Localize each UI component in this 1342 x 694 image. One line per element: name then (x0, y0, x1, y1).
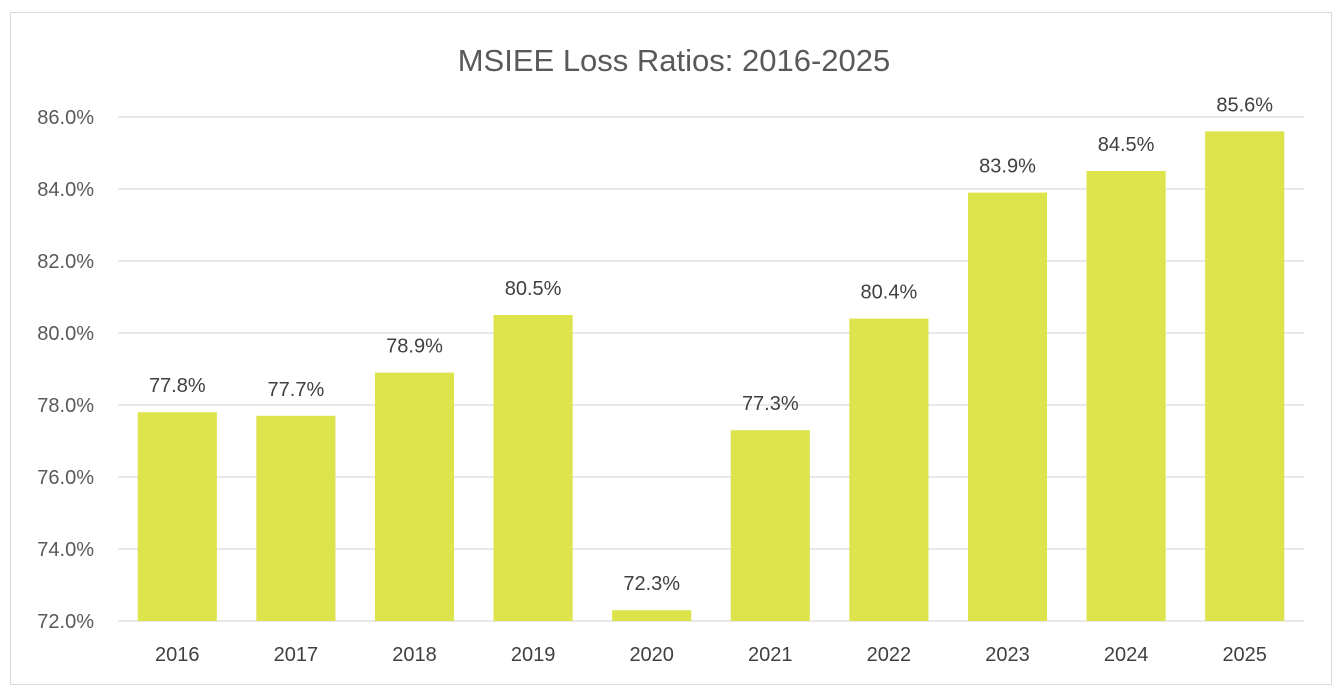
data-label-2016: 77.8% (149, 375, 206, 397)
x-tick-label-2020: 2020 (629, 644, 674, 666)
y-tick-label: 72.0% (37, 611, 94, 633)
bar-2020 (612, 610, 692, 621)
x-tick-label-2016: 2016 (155, 644, 200, 666)
y-axis: 72.0% 74.0% 76.0% 78.0% 80.0% 82.0% 84.0% 86.0% (37, 107, 94, 633)
data-label-2017: 77.7% (268, 379, 325, 401)
x-tick-label-2023: 2023 (985, 644, 1030, 666)
data-label-2024: 84.5% (1098, 134, 1155, 156)
bar-2024 (1086, 171, 1166, 621)
data-label-2019: 80.5% (505, 278, 562, 300)
data-label-2018: 78.9% (386, 336, 443, 358)
bar-2016 (137, 412, 217, 621)
y-tick-label: 80.0% (37, 323, 94, 345)
bar-2017 (256, 415, 336, 621)
x-tick-label-2019: 2019 (511, 644, 556, 666)
data-label-2025: 85.6% (1216, 94, 1273, 116)
x-axis: 2016 2017 2018 2019 2020 2021 2022 2023 2024 2025 (155, 644, 1267, 666)
data-label-2023: 83.9% (979, 156, 1036, 178)
data-label-2021: 77.3% (742, 393, 799, 415)
x-tick-label-2025: 2025 (1222, 644, 1267, 666)
y-tick-label: 76.0% (37, 467, 94, 489)
x-tick-label-2021: 2021 (748, 644, 793, 666)
data-label-2022: 80.4% (861, 282, 918, 304)
y-tick-label: 78.0% (37, 395, 94, 417)
x-tick-label-2022: 2022 (867, 644, 912, 666)
chart-title: MSIEE Loss Ratios: 2016-2025 (458, 43, 891, 78)
y-tick-label: 82.0% (37, 251, 94, 273)
y-tick-label: 74.0% (37, 539, 94, 561)
bar-2022 (849, 318, 929, 621)
y-tick-label: 84.0% (37, 179, 94, 201)
x-tick-label-2017: 2017 (274, 644, 319, 666)
bar-2025 (1205, 131, 1285, 621)
bar-2019 (493, 315, 573, 621)
bar-2021 (730, 430, 810, 621)
data-label-2020: 72.3% (623, 573, 680, 595)
x-tick-label-2024: 2024 (1104, 644, 1149, 666)
y-tick-label: 86.0% (37, 107, 94, 129)
x-tick-label-2018: 2018 (392, 644, 437, 666)
bar-2018 (374, 372, 455, 621)
bars (137, 131, 1285, 621)
bar-2023 (967, 192, 1048, 621)
data-labels: 77.8% 77.7% 78.9% 80.5% 72.3% 77.3% 80.4% 83.9%… (149, 94, 1273, 595)
